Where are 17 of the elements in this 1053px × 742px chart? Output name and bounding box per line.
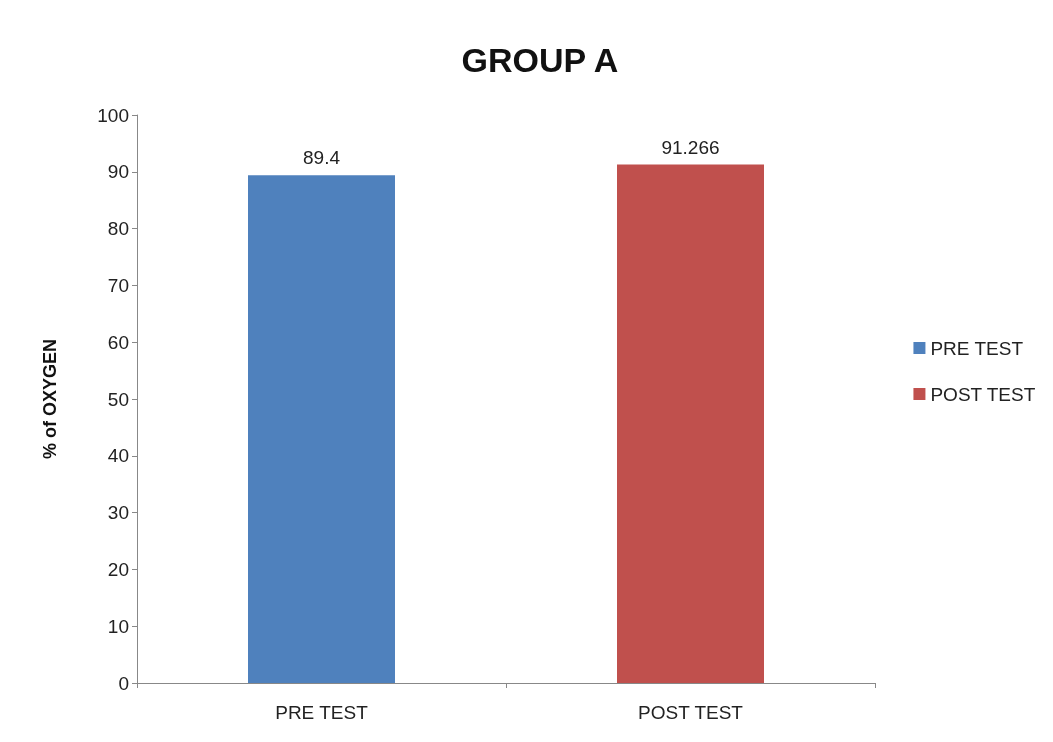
y-tick-label: 80 (107, 218, 129, 240)
y-tick-label: 90 (107, 161, 129, 183)
y-tick-label: 100 (97, 104, 129, 126)
data-label: 89.4 (303, 147, 341, 169)
y-tick-label: 60 (107, 331, 129, 353)
legend-label: POST TEST (930, 383, 1036, 405)
y-tick-label: 40 (107, 445, 129, 467)
y-axis-title: % of OXYGEN (40, 338, 60, 460)
legend-label: PRE TEST (930, 337, 1024, 359)
y-tick-label: 10 (107, 615, 129, 637)
y-tick-label: 50 (107, 388, 129, 410)
chart-title: GROUP A (461, 41, 619, 79)
y-tick-label: 20 (107, 558, 129, 580)
y-tick-label: 0 (118, 672, 129, 694)
y-tick-label: 70 (107, 274, 129, 296)
y-tick-label: 30 (107, 502, 129, 524)
data-label: 91.266 (661, 136, 720, 158)
